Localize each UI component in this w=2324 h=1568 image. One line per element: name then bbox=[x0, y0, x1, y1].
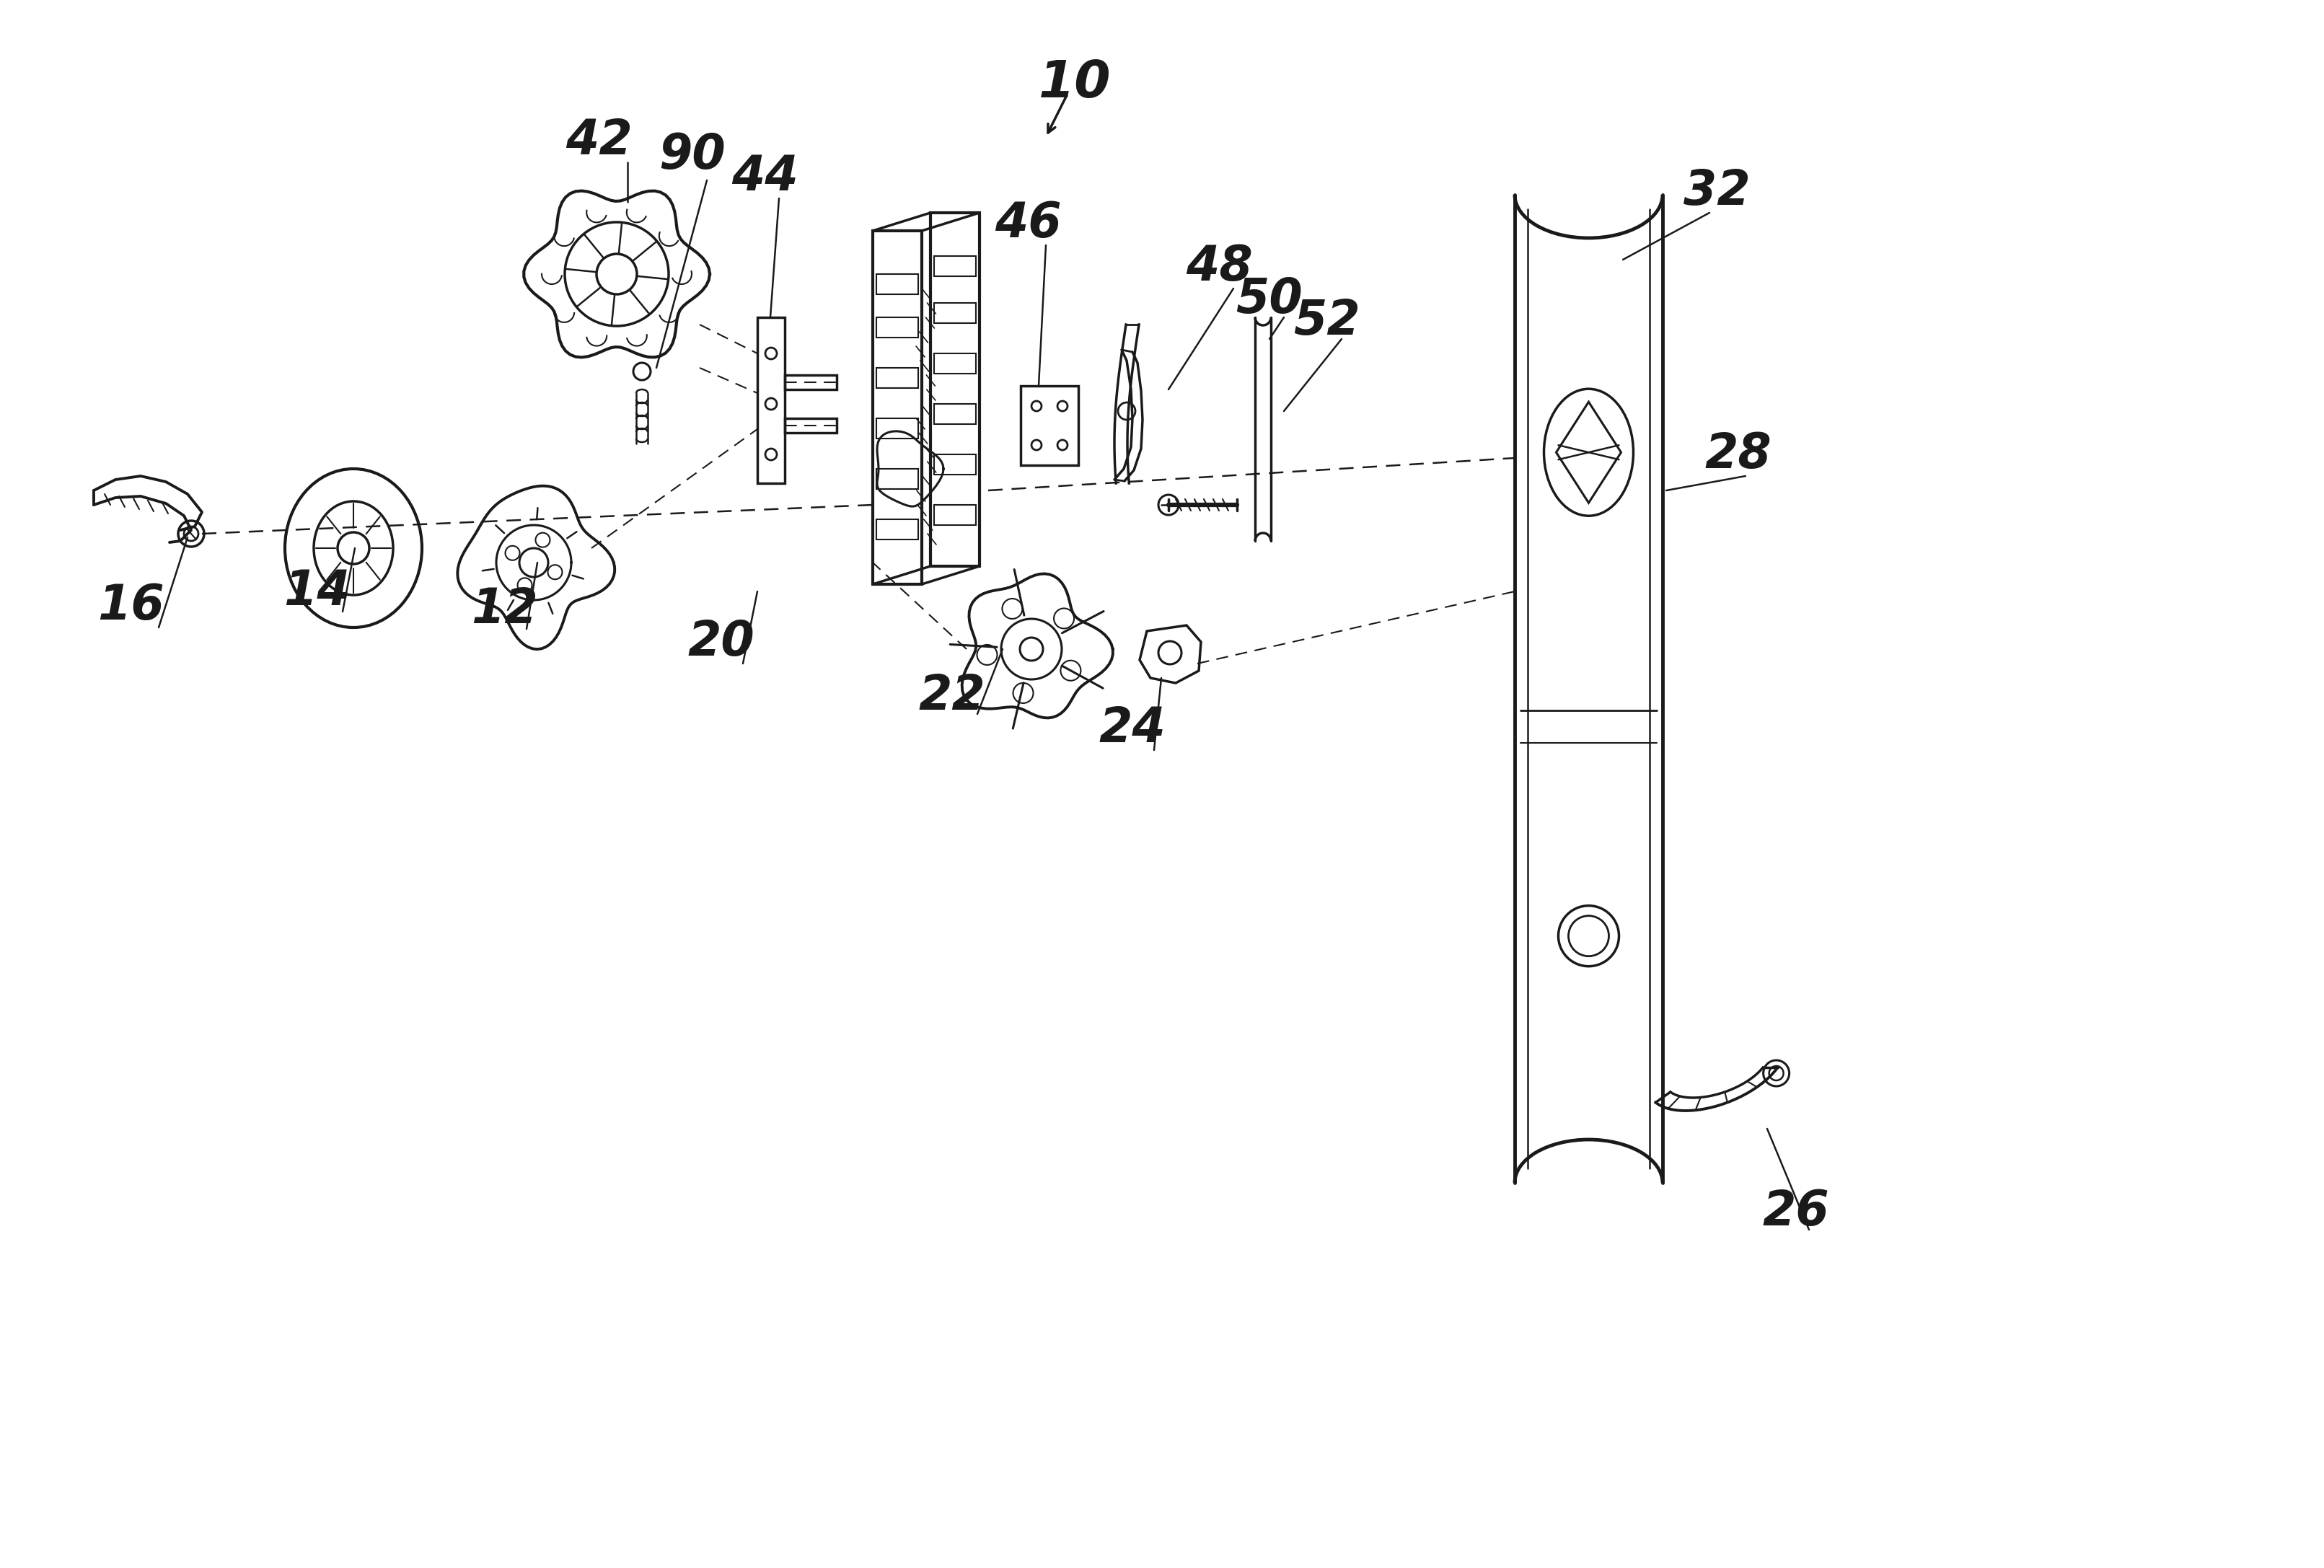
Text: 90: 90 bbox=[658, 132, 725, 179]
Text: 20: 20 bbox=[688, 618, 755, 666]
Text: 28: 28 bbox=[1703, 431, 1771, 478]
Text: 50: 50 bbox=[1236, 276, 1301, 323]
Text: 48: 48 bbox=[1185, 243, 1253, 290]
Text: 24: 24 bbox=[1099, 704, 1167, 753]
Text: 22: 22 bbox=[918, 673, 985, 720]
Text: 44: 44 bbox=[730, 154, 797, 201]
Text: 10: 10 bbox=[1039, 58, 1111, 108]
Text: 42: 42 bbox=[565, 118, 632, 165]
Text: 26: 26 bbox=[1762, 1189, 1829, 1236]
Text: 46: 46 bbox=[995, 199, 1062, 248]
Text: 32: 32 bbox=[1683, 168, 1750, 215]
Text: 16: 16 bbox=[98, 582, 165, 630]
Text: 12: 12 bbox=[472, 586, 539, 633]
Text: 14: 14 bbox=[284, 568, 351, 615]
Text: 52: 52 bbox=[1294, 298, 1360, 345]
